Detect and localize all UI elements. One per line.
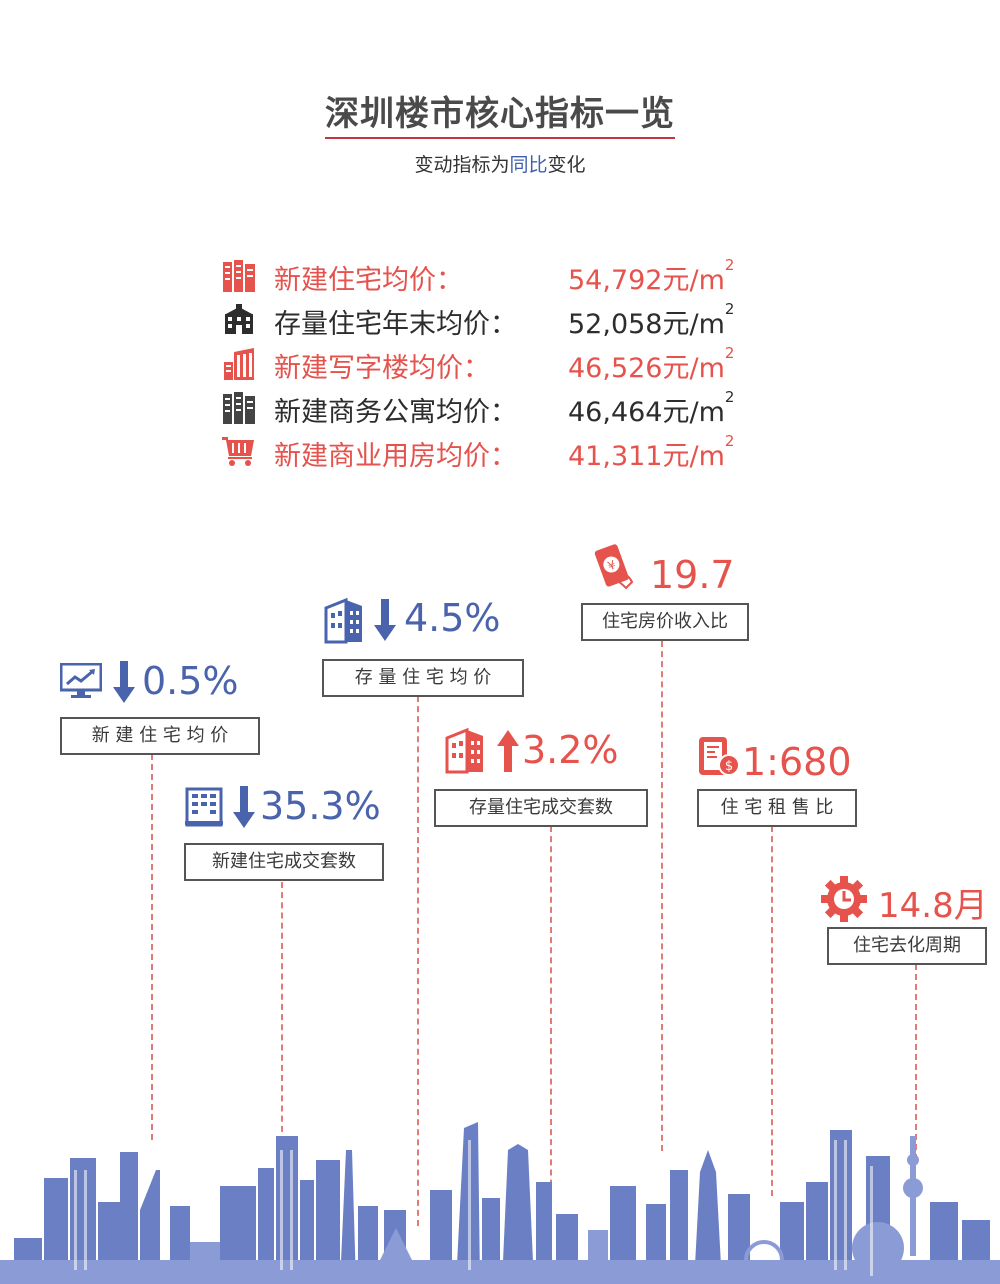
clock-gear-icon <box>821 876 867 922</box>
price-number: 46,464元/m <box>568 397 725 428</box>
indicator-value: 3.2% <box>522 728 619 772</box>
arrow-up-icon <box>497 730 519 772</box>
indicator-value: 4.5% <box>404 596 501 640</box>
price-label: 存量住宅年末均价： <box>274 309 517 340</box>
office-tower-icon <box>224 348 254 380</box>
page-subtitle: 变动指标为同比变化 <box>0 150 1000 177</box>
connector-line <box>661 641 663 1151</box>
indicator-label-box: 住宅房价收入比 <box>581 603 749 641</box>
connector-line <box>281 882 283 1142</box>
building-icon <box>324 598 362 644</box>
building-icon <box>445 728 483 774</box>
rent-document-icon: $ <box>699 737 740 776</box>
price-value: 46,464元/m2 <box>568 388 735 429</box>
indicator-value: 19.7 <box>650 553 735 597</box>
price-row-existing-residential: 存量住宅年末均价： 52,058元/m2 <box>222 300 782 340</box>
price-value: 52,058元/m2 <box>568 300 735 341</box>
connector-line <box>915 964 917 1160</box>
indicator-value: 35.3% <box>260 784 381 828</box>
svg-text:$: $ <box>725 759 733 774</box>
price-label: 新建住宅均价： <box>274 265 463 296</box>
price-unit-exponent: 2 <box>724 432 735 450</box>
price-row-new-residential: 新建住宅均价： 54,792元/m2 <box>222 256 782 296</box>
price-unit-exponent: 2 <box>724 256 735 274</box>
price-value: 54,792元/m2 <box>568 256 735 297</box>
price-unit-exponent: 2 <box>724 388 735 406</box>
price-number: 52,058元/m <box>568 309 725 340</box>
price-number: 46,526元/m <box>568 353 725 384</box>
price-row-new-office: 新建写字楼均价： 46,526元/m2 <box>222 344 782 384</box>
money-phone-icon: ¥ <box>594 544 634 590</box>
price-unit-exponent: 2 <box>724 300 735 318</box>
connector-line <box>550 826 552 1226</box>
subtitle-prefix: 变动指标为 <box>414 154 510 176</box>
price-label: 新建写字楼均价： <box>274 353 490 384</box>
page-title: 深圳楼市核心指标一览 <box>325 94 675 134</box>
building-icon <box>185 787 223 827</box>
subtitle-highlight: 同比 <box>509 154 548 176</box>
price-row-new-commercial: 新建商业用房均价： 41,311元/m2 <box>222 432 782 472</box>
indicator-value: 1:680 <box>742 740 852 784</box>
indicator-label-box: 存量住宅成交套数 <box>434 789 648 827</box>
indicator-label-box: 存 量 住 宅 均 价 <box>322 659 524 697</box>
price-label: 新建商业用房均价： <box>274 441 517 472</box>
price-label: 新建商务公寓均价： <box>274 397 517 428</box>
subtitle-suffix: 变化 <box>547 154 586 176</box>
shopping-cart-icon <box>222 437 254 466</box>
price-value: 46,526元/m2 <box>568 344 735 385</box>
indicator-label-box: 新 建 住 宅 均 价 <box>60 717 260 755</box>
apartment-icon <box>225 304 253 334</box>
connector-line <box>417 696 419 1226</box>
building-icon <box>223 260 255 292</box>
connector-line <box>771 826 773 1196</box>
price-value: 41,311元/m2 <box>568 432 735 473</box>
indicator-value: 14.8月 <box>878 886 988 926</box>
city-skyline-illustration <box>0 1122 1000 1284</box>
arrow-down-icon <box>233 786 255 828</box>
arrow-down-icon <box>113 661 135 703</box>
trend-chart-icon <box>60 663 102 698</box>
price-unit-exponent: 2 <box>724 344 735 362</box>
arrow-down-icon <box>374 599 396 641</box>
title-underline <box>325 137 675 139</box>
indicator-label-box: 新建住宅成交套数 <box>184 843 384 881</box>
indicator-value: 0.5% <box>142 659 239 703</box>
price-number: 41,311元/m <box>568 441 725 472</box>
building-icon <box>223 392 255 424</box>
connector-line <box>151 754 153 1140</box>
price-number: 54,792元/m <box>568 265 725 296</box>
indicator-label-box: 住宅去化周期 <box>827 927 987 965</box>
indicator-label-box: 住 宅 租 售 比 <box>697 789 857 827</box>
price-row-new-apartment: 新建商务公寓均价： 46,464元/m2 <box>222 388 782 428</box>
